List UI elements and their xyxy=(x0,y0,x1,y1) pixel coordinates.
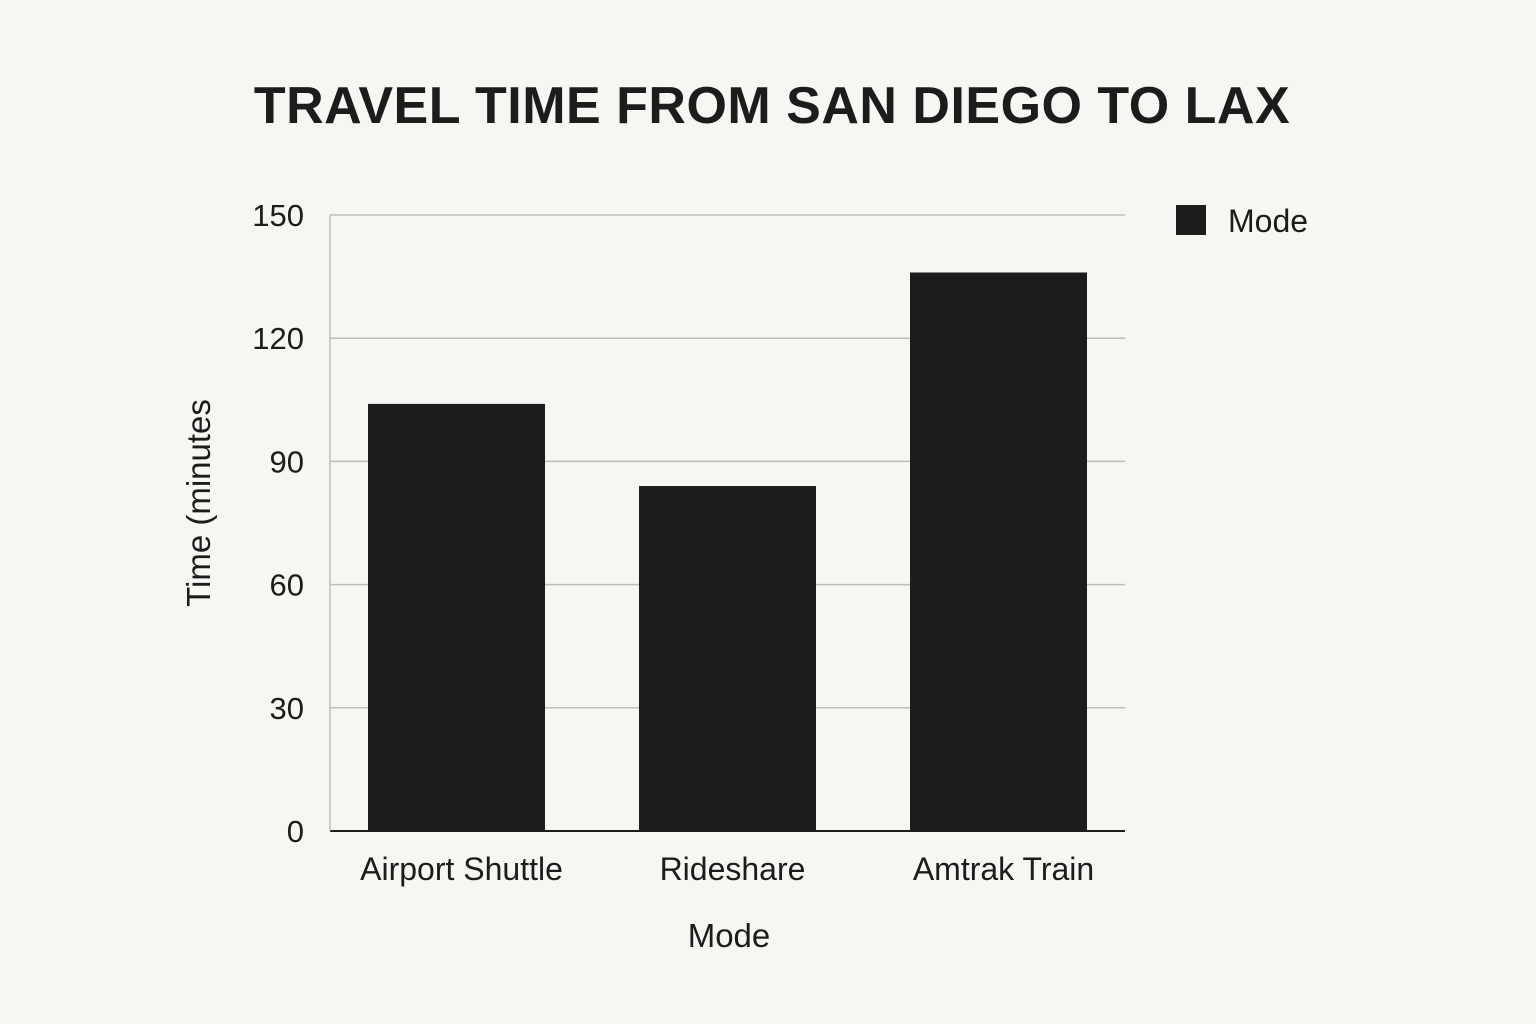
x-tick-label: Amtrak Train xyxy=(913,851,1094,887)
y-tick-labels: 0 30 60 90 120 150 xyxy=(252,198,304,849)
y-tick-label: 0 xyxy=(287,814,304,849)
bars xyxy=(368,272,1087,831)
x-axis-title: Mode xyxy=(688,917,771,954)
bar-rideshare xyxy=(639,486,816,831)
chart-title: TRAVEL TIME FROM SAN DIEGO TO LAX xyxy=(253,77,1291,135)
legend-label: Mode xyxy=(1228,203,1308,239)
bar-airport-shuttle xyxy=(368,403,545,831)
legend: Mode xyxy=(1176,203,1308,239)
y-tick-label: 90 xyxy=(270,444,304,479)
axes xyxy=(329,215,1125,832)
y-tick-label: 120 xyxy=(252,321,304,356)
x-tick-labels: Airport Shuttle Rideshare Amtrak Train xyxy=(360,851,1094,887)
x-tick-label: Airport Shuttle xyxy=(360,851,563,887)
legend-swatch xyxy=(1176,205,1206,235)
y-axis-title: Time (minutes xyxy=(180,399,217,607)
y-tick-label: 60 xyxy=(270,568,304,603)
x-tick-label: Rideshare xyxy=(660,851,806,887)
y-tick-label: 150 xyxy=(252,198,304,233)
bar-amtrak-train xyxy=(910,272,1087,831)
y-tick-label: 30 xyxy=(270,691,304,726)
